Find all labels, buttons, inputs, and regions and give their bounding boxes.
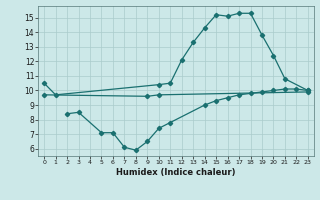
X-axis label: Humidex (Indice chaleur): Humidex (Indice chaleur)	[116, 168, 236, 177]
